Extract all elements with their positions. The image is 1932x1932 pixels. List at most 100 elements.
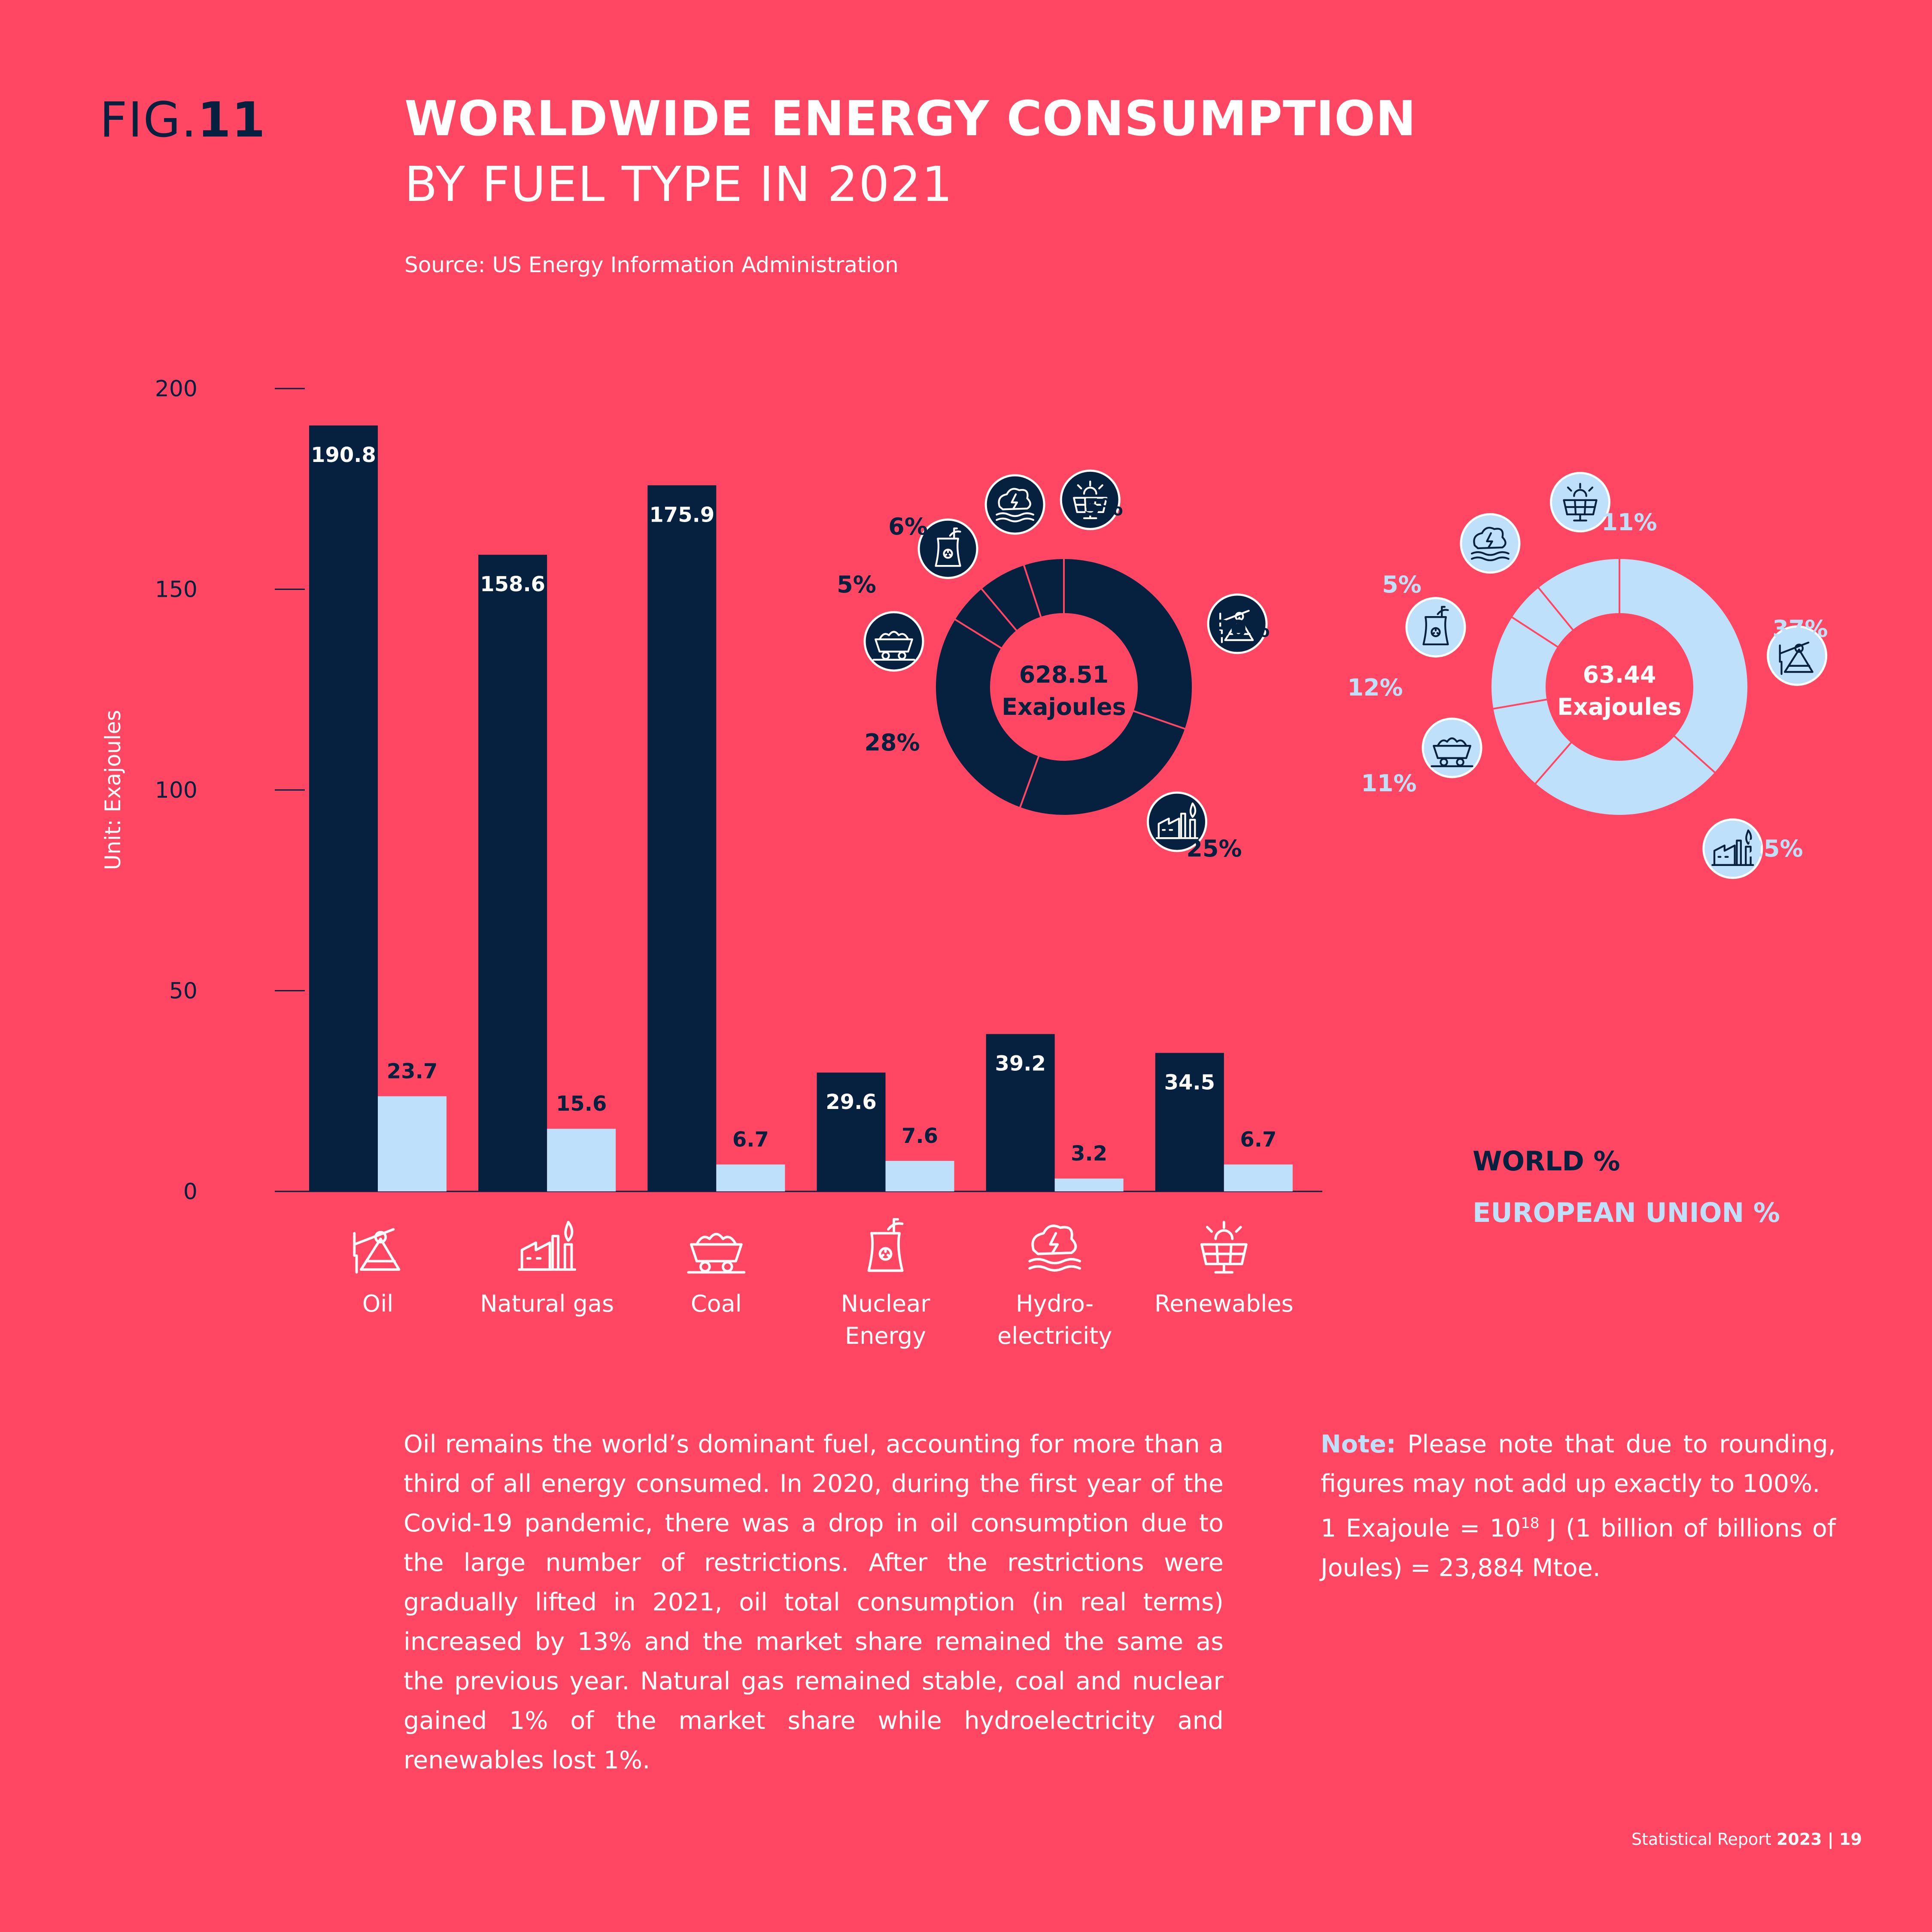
gas-factory-icon	[518, 1221, 577, 1271]
figure-label: FIG.11	[100, 92, 266, 148]
nuclear-plant-icon	[867, 1218, 904, 1272]
icon-badge-circle	[1060, 469, 1121, 530]
solar-panel-icon	[1200, 1221, 1248, 1274]
bar-world	[309, 425, 378, 1191]
donut-icon-badge	[917, 518, 978, 579]
donut-icon-badge	[1207, 593, 1268, 654]
x-category-label: Hydro-	[1016, 1290, 1094, 1317]
donut-percent-label: 11%	[1361, 770, 1416, 797]
donut-center-unit: Exajoules	[1002, 693, 1126, 720]
donut-icon-badge	[984, 474, 1045, 535]
donut-icon-badge	[1702, 818, 1763, 879]
legend-world: WORLD %	[1473, 1145, 1620, 1177]
donut-icon-badge	[1550, 472, 1611, 533]
bar-eu	[378, 1096, 447, 1191]
donut-slice	[1619, 557, 1749, 775]
y-tick-label: 200	[155, 376, 197, 402]
hydro-wave-icon	[1028, 1224, 1081, 1272]
bar-value-label: 29.6	[826, 1090, 876, 1114]
donut-percent-label: 25%	[1747, 835, 1803, 862]
bar-eu	[1054, 1179, 1124, 1191]
bar-value-label: 15.6	[556, 1092, 607, 1116]
oil-pump-icon	[1779, 641, 1814, 675]
bar-value-label: 39.2	[995, 1051, 1045, 1075]
bar-eu	[885, 1160, 954, 1191]
donut-percent-label: 5%	[1084, 494, 1123, 521]
bar-eu	[716, 1164, 785, 1191]
x-category-label: electricity	[997, 1322, 1112, 1349]
coal-cart-icon	[1431, 737, 1473, 767]
donut-icon-badge	[1460, 513, 1521, 574]
donut-world: 30% 25% 28% 5% 6% 5% 628.51 Exajoules	[837, 469, 1270, 862]
page-footer: Statistical Report 2023 | 19	[1631, 1830, 1862, 1849]
coal-cart-icon	[687, 1233, 746, 1274]
gas-factory-icon	[1711, 829, 1754, 866]
donut-slice	[1537, 557, 1620, 632]
bar-value-label: 34.5	[1164, 1070, 1215, 1094]
icon-badge-circle	[1550, 472, 1611, 533]
note-exajoule-pre: 1 Exajoule = 10	[1321, 1514, 1521, 1543]
bar-value-label: 175.9	[649, 503, 714, 527]
donut-icon-badge	[1767, 625, 1828, 686]
bar-eu	[1224, 1164, 1293, 1191]
legend-eu: EUROPEAN UNION %	[1473, 1197, 1780, 1228]
footer-report: Statistical Report	[1631, 1830, 1777, 1849]
donut-center-value: 63.44	[1583, 661, 1656, 688]
donut-icon-badge	[1060, 469, 1121, 530]
note-body: Please note that due to rounding, figure…	[1321, 1430, 1836, 1498]
figure-prefix: FIG.	[100, 92, 197, 148]
nuclear-plant-icon	[1422, 606, 1449, 645]
bar-value-label: 158.6	[480, 572, 545, 596]
bar-value-label: 6.7	[1240, 1127, 1276, 1151]
bar-world	[647, 485, 717, 1191]
solar-panel-icon	[1073, 480, 1108, 519]
donut-percent-label: 12%	[1347, 674, 1403, 701]
x-category-label: Energy	[845, 1322, 926, 1349]
chart-title: WORLDWIDE ENERGY CONSUMPTION	[404, 91, 1416, 147]
x-category-label: Oil	[362, 1290, 394, 1317]
donut-slice	[1022, 557, 1065, 619]
oil-pump-icon	[353, 1228, 401, 1274]
note-block: Note: Please note that due to rounding, …	[1321, 1425, 1836, 1588]
bar-world	[986, 1034, 1055, 1191]
donut-percent-label: 5%	[837, 571, 876, 598]
solar-panel-icon	[1563, 483, 1598, 522]
footer-separator: |	[1822, 1830, 1839, 1849]
hydro-wave-icon	[996, 488, 1035, 522]
note-exajoule-exponent: 18	[1521, 1515, 1540, 1532]
donut-center-unit: Exajoules	[1557, 693, 1682, 720]
donut-icon-badge	[863, 611, 924, 672]
bar-eu	[547, 1129, 616, 1191]
bar-value-label: 6.7	[732, 1127, 769, 1151]
donut-slice	[1534, 734, 1717, 817]
donut-slice	[1063, 557, 1194, 730]
description-paragraph: Oil remains the world’s dominant fuel, a…	[404, 1430, 1224, 1774]
donut-slice	[934, 618, 1040, 809]
nuclear-plant-icon	[935, 527, 961, 567]
source-note: Source: US Energy Information Administra…	[404, 252, 899, 277]
bar-world	[1155, 1053, 1224, 1191]
x-category-label: Coal	[691, 1290, 742, 1317]
note-label: Note:	[1321, 1430, 1396, 1458]
x-category-label: Natural gas	[480, 1290, 614, 1317]
icon-badge-circle	[1422, 717, 1482, 778]
bar-world	[478, 555, 547, 1191]
x-category-label: Renewables	[1154, 1290, 1294, 1317]
y-axis-label: Unit: Exajoules	[100, 710, 125, 870]
bar-world	[817, 1072, 886, 1191]
coal-cart-icon	[872, 631, 915, 661]
note-exajoule-post: J (1 billion of billions of Joules) = 23…	[1321, 1514, 1836, 1582]
donut-percent-label: 6%	[888, 513, 928, 540]
bar-value-label: 23.7	[387, 1059, 437, 1083]
donut-percent-label: 11%	[1601, 509, 1657, 536]
donut-icon-badge	[1405, 597, 1466, 658]
icon-badge-circle	[863, 611, 924, 672]
bar-value-label: 7.6	[902, 1124, 938, 1148]
donut-percent-label: 37%	[1772, 615, 1828, 642]
y-tick-label: 150	[155, 577, 197, 603]
donut-percent-label: 25%	[1186, 835, 1242, 862]
hydro-wave-icon	[1471, 527, 1510, 562]
oil-pump-icon	[1219, 610, 1254, 643]
donut-eu: 37% 25% 11% 12% 5% 11% 63.44 Exajoules	[1347, 472, 1828, 879]
y-tick-label: 50	[169, 978, 197, 1004]
